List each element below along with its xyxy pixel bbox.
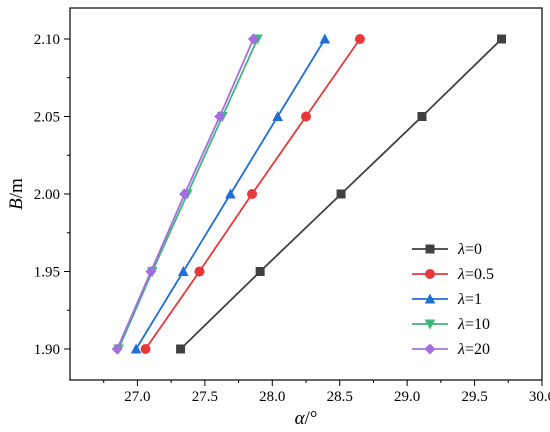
plot-area [111, 33, 507, 355]
data-point [354, 34, 365, 44]
y-axis: 1.90 1.95 2.00 2.05 2.10 [34, 32, 70, 358]
y-axis-title: B/m [6, 178, 27, 210]
x-tick-label: 28.0 [259, 389, 285, 405]
legend-item: λ=0 [412, 241, 482, 258]
x-axis: 27.0 27.5 28.0 28.5 29.0 29.5 30.0 [103, 380, 550, 405]
legend-marker [425, 244, 435, 254]
data-point [225, 188, 236, 199]
legend-value: =0.5 [465, 266, 494, 283]
series-20 [111, 33, 259, 355]
data-point [145, 266, 157, 277]
data-point [130, 343, 142, 354]
x-tick-label: 27.0 [124, 389, 150, 405]
data-point [417, 112, 427, 121]
legend-symbol: λ [457, 316, 465, 333]
x-tick-label: 28.5 [327, 389, 353, 405]
legend-symbol: λ [457, 291, 465, 308]
x-tick-label: 29.0 [394, 389, 420, 405]
y-tick-label: 1.95 [34, 265, 60, 281]
legend-value: =1 [465, 291, 482, 308]
legend-item: λ=1 [412, 291, 482, 308]
legend-value: =20 [465, 341, 490, 358]
legend-label: λ=1 [457, 291, 482, 308]
legend-label: λ=0.5 [457, 266, 494, 283]
y-tick-label: 2.10 [34, 32, 60, 48]
data-point [111, 343, 123, 355]
x-tick-label: 30.0 [529, 389, 550, 405]
data-point [194, 266, 205, 277]
data-point [497, 34, 507, 44]
x-tick-label: 29.5 [461, 389, 487, 405]
legend-item: λ=20 [412, 341, 490, 358]
legend-item: λ=10 [412, 316, 490, 333]
legend-label: λ=0 [457, 241, 482, 258]
y-tick-label: 1.90 [34, 342, 60, 358]
series-0 [176, 34, 507, 354]
data-point [140, 344, 151, 354]
legend-marker [424, 343, 436, 355]
y-tick-label: 2.05 [34, 110, 60, 126]
data-point [336, 189, 346, 199]
data-point [247, 33, 259, 45]
data-point [272, 111, 283, 121]
data-point [177, 266, 189, 276]
legend-label: λ=10 [457, 316, 490, 333]
data-point [214, 111, 226, 122]
legend-value: =0 [465, 241, 482, 258]
legend-marker [425, 269, 435, 279]
series-1 [130, 33, 331, 354]
x-tick-label: 27.5 [192, 389, 218, 405]
legend-marker [424, 293, 436, 304]
x-axis-title: α/° [295, 408, 318, 429]
data-point [255, 267, 265, 276]
legend-symbol: λ [457, 241, 465, 258]
series-0.5 [140, 34, 365, 354]
legend: λ=0λ=0.5λ=1λ=10λ=20 [412, 241, 494, 358]
legend-value: =10 [465, 316, 490, 333]
legend-item: λ=0.5 [412, 266, 494, 283]
legend-symbol: λ [457, 341, 465, 358]
data-point [301, 111, 311, 122]
data-point [176, 344, 186, 354]
y-tick-label: 2.00 [34, 187, 60, 203]
data-point [247, 189, 258, 199]
data-point [319, 33, 331, 44]
legend-label: λ=20 [457, 341, 490, 358]
data-point [179, 188, 191, 200]
legend-symbol: λ [457, 266, 465, 283]
legend-marker [424, 319, 436, 330]
